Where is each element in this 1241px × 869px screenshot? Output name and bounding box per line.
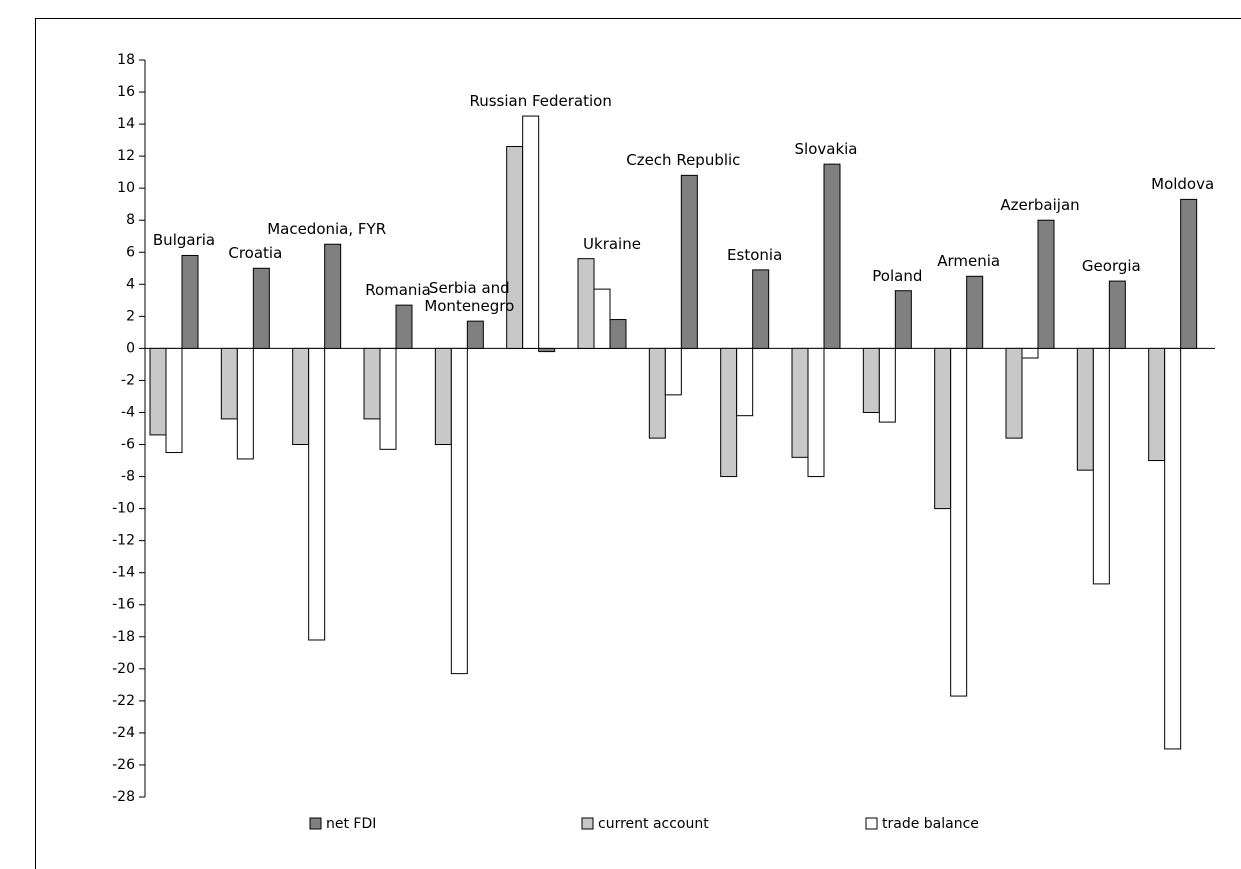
bar <box>1021 347 1039 359</box>
y-tick-label: 2 <box>126 308 135 324</box>
bar <box>862 347 880 413</box>
category-label: Romania <box>365 281 431 300</box>
bar <box>823 163 841 349</box>
y-tick-label: -4 <box>121 404 135 420</box>
bar <box>149 347 167 436</box>
bar <box>236 347 254 460</box>
y-tick-label: 6 <box>126 244 135 260</box>
bar <box>680 174 698 349</box>
bar <box>308 347 326 641</box>
y-tick-label: -14 <box>112 565 135 581</box>
y-tick-label: 4 <box>126 276 135 292</box>
legend-label: current account <box>598 816 709 832</box>
bar <box>1164 347 1182 750</box>
y-tick-label: -10 <box>112 501 135 517</box>
bar <box>522 115 540 349</box>
bar <box>878 347 896 423</box>
y-tick-label: 12 <box>117 148 135 164</box>
category-label: Bulgaria <box>152 231 216 250</box>
category-label: Poland <box>872 266 923 285</box>
bar <box>1148 347 1166 462</box>
bar <box>379 347 397 450</box>
bar <box>648 347 666 439</box>
bar <box>736 347 754 417</box>
category-label: Ukraine <box>583 234 641 253</box>
y-tick-label: 0 <box>126 340 135 356</box>
legend-label: net FDI <box>326 816 376 832</box>
bar <box>395 304 413 349</box>
bar <box>1108 280 1126 349</box>
bar <box>220 347 238 420</box>
bar <box>577 258 595 349</box>
bar <box>791 347 809 458</box>
legend-label: trade balance <box>882 816 979 832</box>
category-label: Croatia <box>228 244 283 263</box>
bar <box>807 347 825 478</box>
bar <box>894 290 912 349</box>
bar <box>165 347 183 454</box>
category-label: Serbia and Montenegro <box>424 279 515 316</box>
bar <box>664 347 682 396</box>
category-label: Armenia <box>937 252 1001 271</box>
bar <box>966 275 984 349</box>
category-label: Macedonia, FYR <box>267 220 387 239</box>
y-tick-label: -28 <box>112 789 135 805</box>
y-tick-label: -8 <box>121 469 135 485</box>
bar <box>1005 347 1023 439</box>
y-tick-label: -18 <box>112 629 135 645</box>
y-tick-label: 8 <box>126 212 135 228</box>
bar <box>506 146 524 349</box>
bar <box>752 269 770 349</box>
bar <box>450 347 468 675</box>
bar <box>434 347 452 446</box>
bar <box>1180 198 1198 349</box>
bar <box>292 347 310 446</box>
y-tick-label: -12 <box>112 533 135 549</box>
bar <box>1037 219 1055 349</box>
bar <box>593 288 611 349</box>
legend-swatch <box>581 817 594 830</box>
category-label: Azerbaijan <box>1000 196 1080 215</box>
category-label: Georgia <box>1081 257 1141 276</box>
y-tick-label: 16 <box>117 84 135 100</box>
bar <box>720 347 738 478</box>
legend-swatch <box>309 817 322 830</box>
category-label: Czech Republic <box>626 151 741 170</box>
y-tick-label: -24 <box>112 725 135 741</box>
legend-swatch <box>865 817 878 830</box>
bar <box>538 347 556 353</box>
bar <box>1076 347 1094 471</box>
category-label: Estonia <box>727 245 783 264</box>
bar <box>324 243 342 349</box>
bar <box>1092 347 1110 585</box>
bar <box>363 347 381 420</box>
y-tick-label: 10 <box>117 180 135 196</box>
y-tick-label: -2 <box>121 372 135 388</box>
bar <box>252 267 270 349</box>
y-tick-label: -16 <box>112 597 135 613</box>
bar <box>466 320 484 349</box>
y-tick-label: 14 <box>117 116 135 132</box>
chart-frame <box>35 18 1241 869</box>
category-label: Russian Federation <box>469 92 612 111</box>
bar <box>181 254 199 349</box>
bar <box>934 347 952 510</box>
y-tick-label: -26 <box>112 757 135 773</box>
bar <box>609 319 627 349</box>
bar <box>950 347 968 697</box>
y-tick-label: 18 <box>117 52 135 68</box>
y-tick-label: -6 <box>121 437 135 453</box>
y-tick-label: -20 <box>112 661 135 677</box>
y-tick-label: -22 <box>112 693 135 709</box>
category-label: Moldova <box>1151 175 1215 194</box>
category-label: Slovakia <box>794 140 858 159</box>
